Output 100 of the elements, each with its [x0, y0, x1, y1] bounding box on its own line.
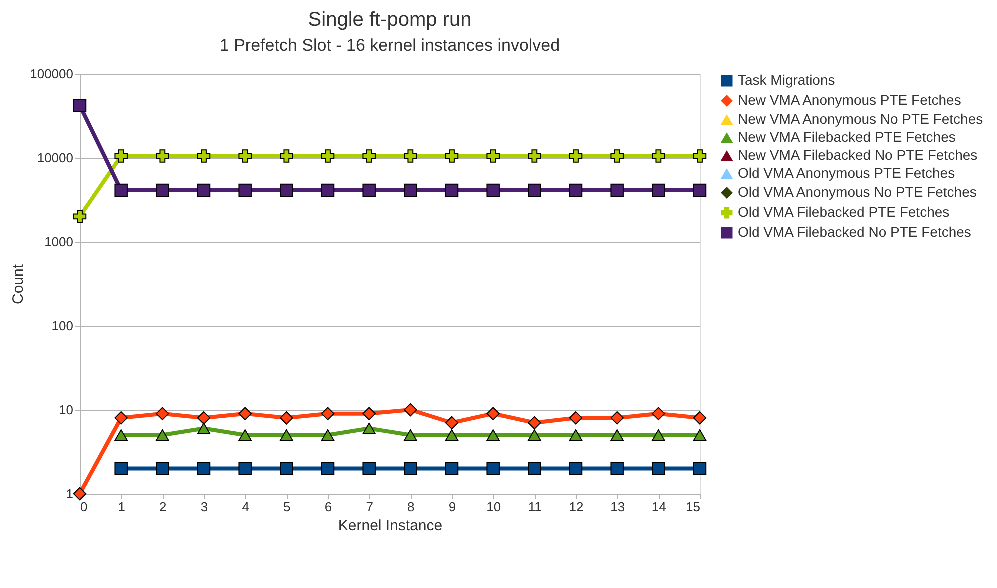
point [445, 429, 459, 442]
point [197, 150, 211, 163]
point [197, 422, 211, 434]
x-tick-label: 8 [408, 500, 415, 514]
y-tick-label: 10 [59, 402, 74, 418]
x-tick-label: 15 [686, 500, 700, 514]
point [404, 403, 418, 417]
point [156, 462, 170, 476]
point [362, 407, 376, 420]
legend-label: New VMA Anonymous PTE Fetches [738, 92, 962, 108]
point [321, 462, 335, 476]
point [693, 429, 707, 442]
point [528, 416, 542, 430]
point [652, 429, 666, 442]
point [569, 429, 583, 442]
point [280, 150, 294, 163]
point [362, 150, 376, 163]
point [486, 462, 500, 476]
point [569, 412, 583, 425]
point [73, 487, 87, 501]
point [528, 462, 542, 476]
point [652, 150, 666, 163]
point [569, 462, 583, 476]
x-tick-label: 10 [486, 500, 502, 514]
point [238, 429, 252, 442]
point [693, 412, 707, 425]
point [73, 99, 87, 112]
point [156, 407, 170, 420]
point [486, 407, 500, 420]
point [321, 150, 335, 163]
point [362, 462, 376, 476]
x-tick-label: 14 [652, 500, 666, 514]
point [197, 462, 211, 476]
y-tick-label: 100 [52, 318, 74, 334]
x-tick-label: 5 [284, 500, 291, 514]
x-tick-label: 12 [569, 500, 584, 514]
legend-label: Old VMA Anonymous No PTE Fetches [738, 184, 977, 200]
point [528, 150, 542, 163]
point [404, 462, 418, 476]
point [569, 184, 583, 198]
point [610, 184, 624, 198]
legend-label: Old VMA Anonymous PTE Fetches [738, 165, 956, 181]
legend-label: Task Migrations [738, 72, 836, 88]
y-axis-title: Count [10, 264, 28, 305]
point [156, 429, 170, 442]
point [445, 184, 459, 198]
point [321, 184, 335, 198]
point [114, 412, 128, 425]
point [238, 184, 252, 198]
point [610, 462, 624, 476]
x-axis-title: Kernel Instance [338, 518, 443, 534]
point [362, 422, 376, 434]
point [652, 462, 666, 476]
point [652, 407, 666, 420]
point [321, 407, 335, 420]
point [321, 429, 335, 442]
legend-label: Old VMA Filebacked No PTE Fetches [738, 224, 972, 240]
y-tick-label: 100000 [30, 66, 74, 82]
x-tick-label: 9 [448, 500, 456, 514]
point [610, 412, 624, 425]
point [238, 407, 252, 420]
x-tick-label: 4 [242, 500, 250, 514]
point [197, 184, 211, 198]
y-tick-label: 1000 [44, 234, 74, 250]
point [445, 150, 459, 163]
point [610, 429, 624, 442]
point [445, 462, 459, 476]
chart-title: Single ft-pomp run [308, 9, 472, 31]
legend-label: New VMA Filebacked No PTE Fetches [738, 147, 978, 163]
x-tick-label: 3 [200, 500, 208, 514]
point [280, 429, 294, 442]
point [114, 429, 128, 442]
point [528, 184, 542, 198]
point [280, 184, 294, 198]
legend-label: New VMA Anonymous No PTE Fetches [738, 111, 984, 127]
point [404, 150, 418, 163]
point [445, 416, 459, 430]
point [114, 150, 128, 163]
point [693, 184, 707, 198]
x-tick-label: 1 [118, 500, 126, 514]
point [569, 150, 583, 163]
legend-label: New VMA Filebacked PTE Fetches [738, 129, 956, 145]
point [693, 150, 707, 163]
point [280, 462, 294, 476]
point [156, 184, 170, 198]
point [610, 150, 624, 163]
x-tick-label: 2 [160, 500, 167, 514]
point [486, 150, 500, 163]
point [404, 429, 418, 442]
point [280, 412, 294, 425]
y-tick-label: 10000 [37, 150, 74, 166]
x-tick-label: 6 [324, 500, 332, 514]
chart-subtitle: 1 Prefetch Slot - 16 kernel instances involved [220, 36, 560, 55]
x-tick-label: 11 [528, 500, 542, 514]
point [362, 184, 376, 198]
y-tick-label: 1 [66, 486, 74, 502]
point [238, 462, 252, 476]
legend-label: Old VMA Filebacked PTE Fetches [738, 204, 950, 220]
point [114, 184, 128, 198]
point [238, 150, 252, 163]
